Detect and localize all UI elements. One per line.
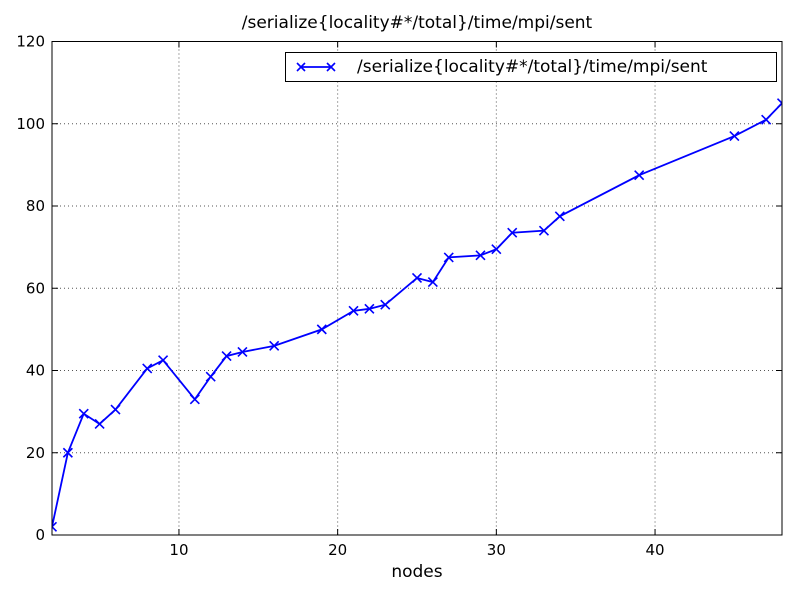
data-point-marker — [364, 303, 375, 314]
data-point-marker — [634, 170, 645, 181]
data-point-marker — [427, 277, 438, 288]
chart-title: /serialize{locality#*/total}/time/mpi/se… — [241, 13, 593, 33]
x-tick-label: 10 — [169, 541, 188, 559]
data-point-marker — [52, 521, 58, 532]
data-point-marker — [158, 355, 169, 366]
data-point-marker — [142, 363, 153, 374]
y-tick-label: 40 — [26, 362, 45, 380]
y-tick-label: 80 — [26, 197, 45, 215]
x-axis-label: nodes — [391, 562, 443, 582]
data-point-marker — [221, 351, 232, 362]
legend-x-marker-icon — [296, 62, 306, 72]
data-point-marker — [62, 447, 73, 458]
y-tick-label: 60 — [26, 279, 45, 297]
legend-line-sample-icon — [296, 62, 336, 72]
data-point-marker — [411, 272, 423, 284]
data-point-marker — [491, 244, 502, 255]
data-point-marker — [554, 211, 565, 222]
y-tick-label: 120 — [16, 33, 45, 51]
x-tick-label: 30 — [487, 541, 506, 559]
data-point-marker — [729, 131, 740, 142]
data-point-marker — [78, 408, 89, 419]
data-point-marker — [475, 250, 486, 261]
data-point-marker — [776, 98, 782, 109]
data-point-marker — [761, 114, 772, 125]
legend-label: /serialize{locality#*/total}/time/mpi/se… — [357, 57, 708, 77]
legend: /serialize{locality#*/total}/time/mpi/se… — [285, 52, 777, 82]
y-tick-label: 100 — [16, 115, 45, 133]
data-point-marker — [348, 305, 359, 316]
series-line — [52, 102, 782, 527]
legend-x-marker-icon — [326, 62, 336, 72]
data-point-marker — [380, 299, 391, 310]
y-tick-label: 0 — [35, 526, 45, 544]
y-tick-label: 20 — [26, 444, 45, 462]
data-point-marker — [316, 324, 327, 335]
data-point-marker — [507, 227, 518, 238]
data-point-marker — [189, 394, 200, 405]
data-point-marker — [443, 252, 454, 263]
data-point-marker — [269, 340, 280, 351]
data-point-marker — [538, 225, 550, 236]
x-tick-label: 40 — [645, 541, 664, 559]
data-point-marker — [94, 418, 105, 430]
data-point-marker — [110, 404, 121, 415]
x-tick-label: 20 — [328, 541, 347, 559]
data-point-marker — [237, 346, 248, 358]
data-point-marker — [205, 371, 216, 382]
